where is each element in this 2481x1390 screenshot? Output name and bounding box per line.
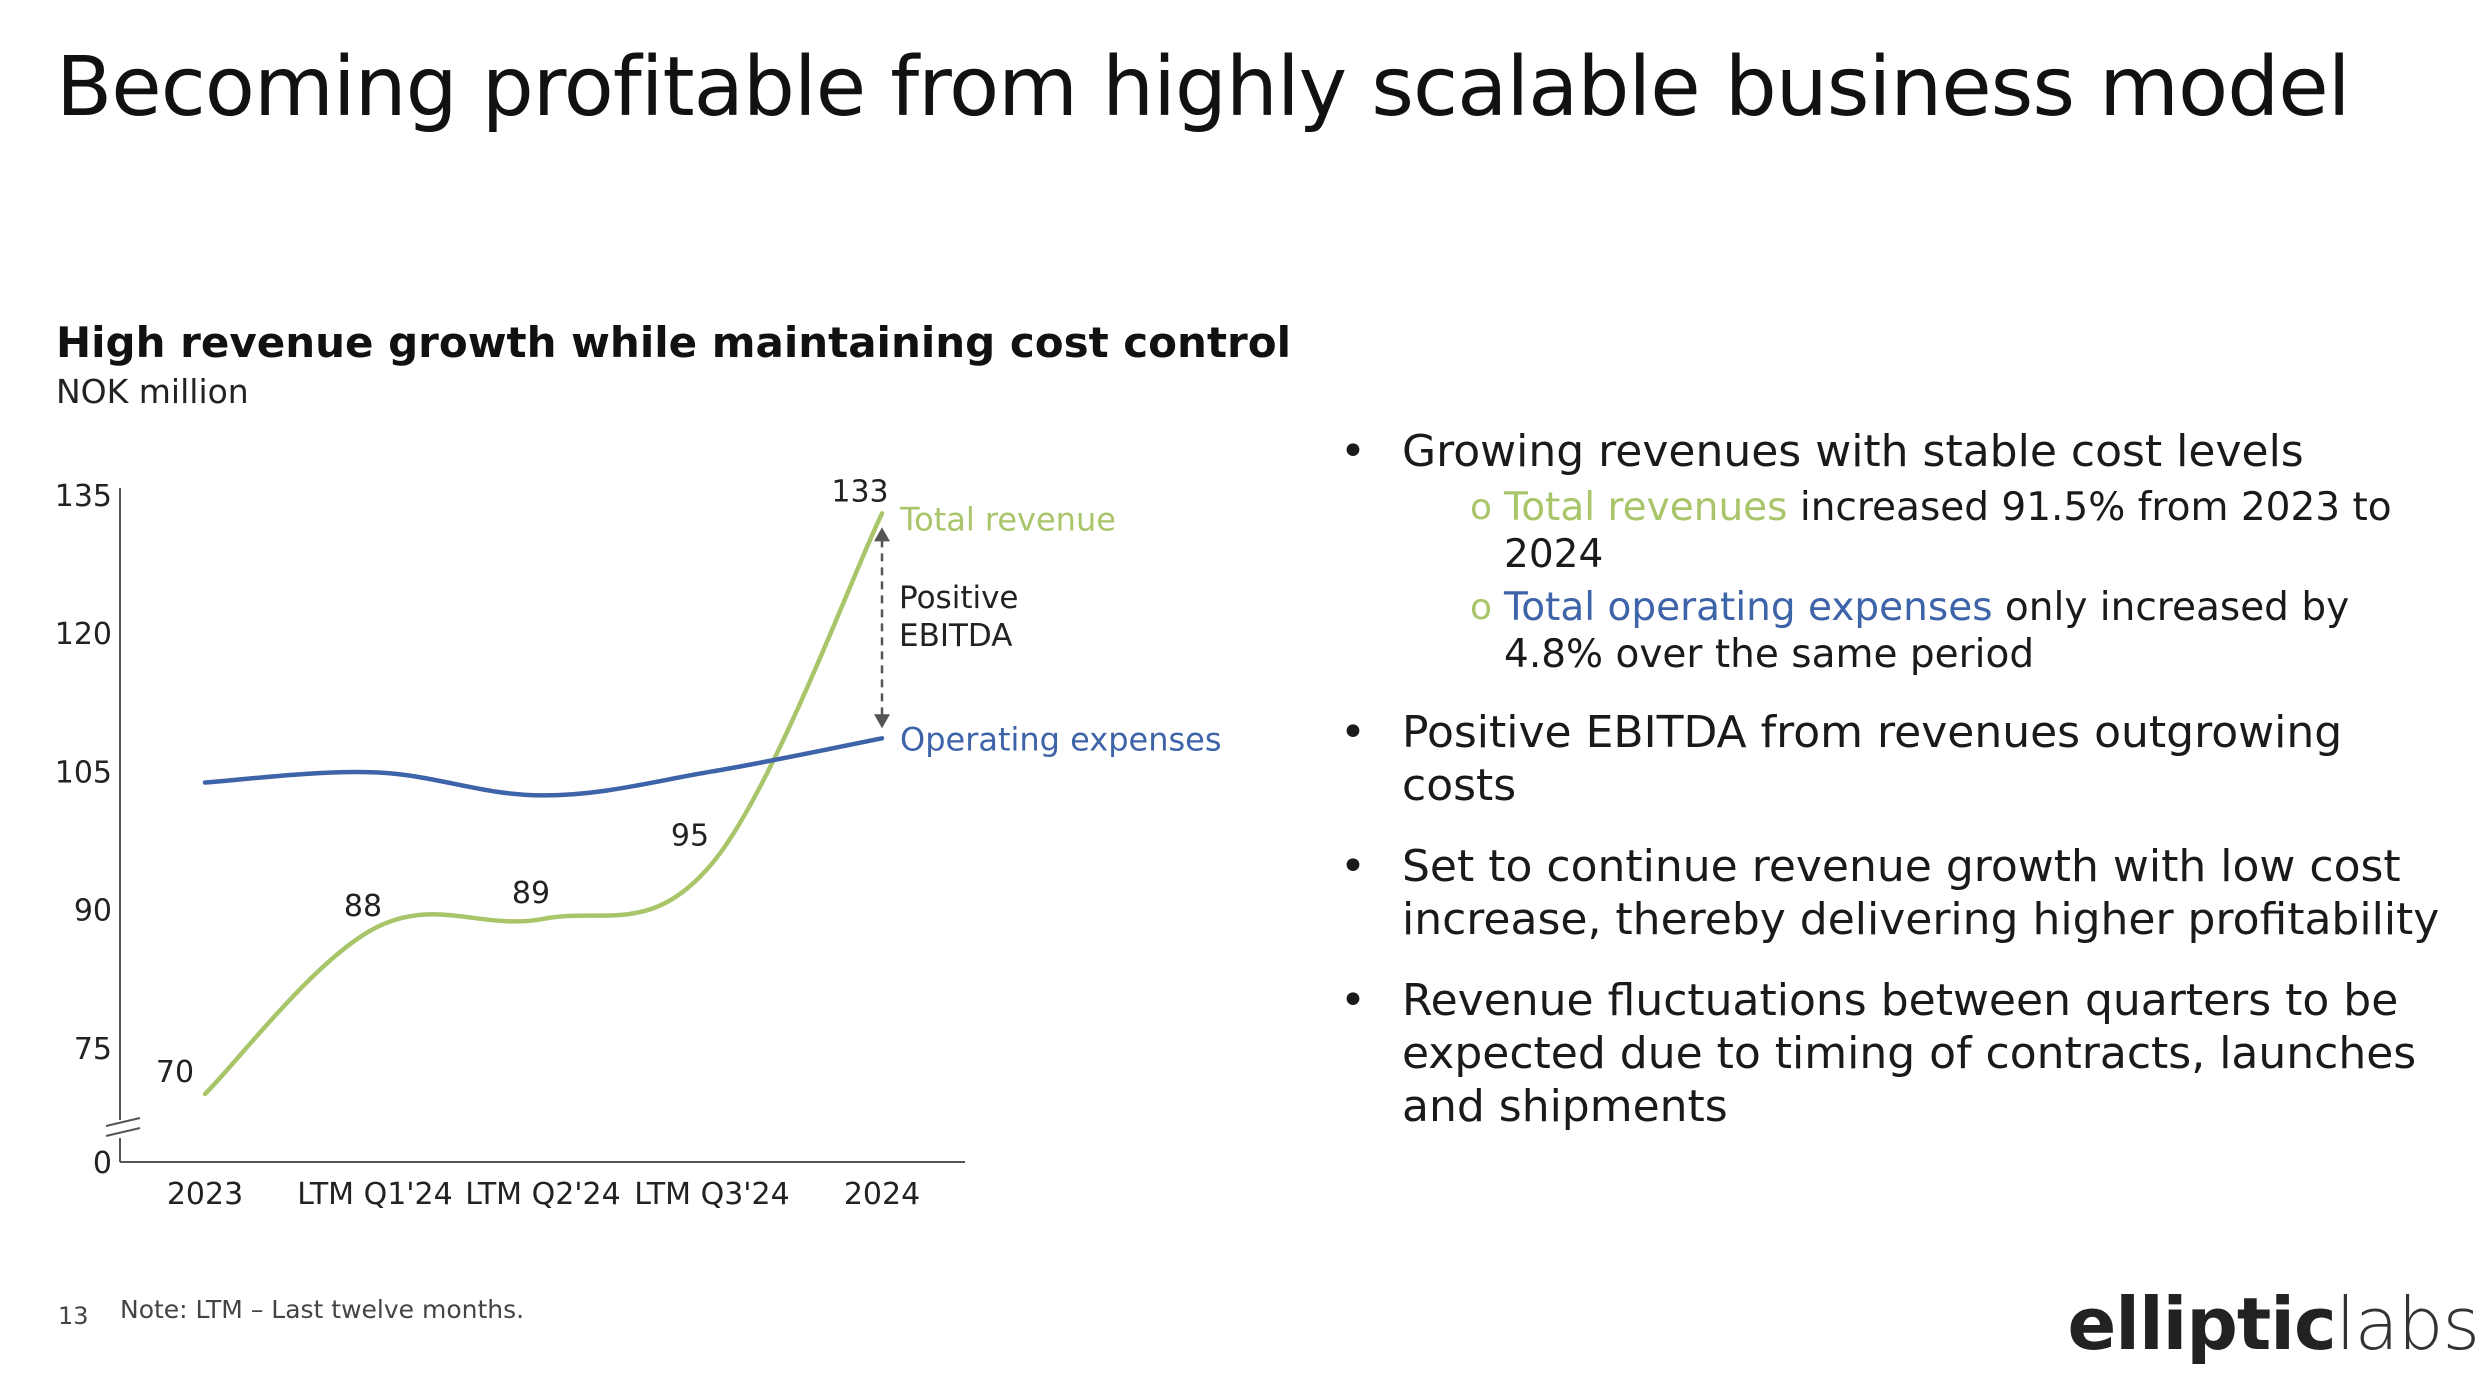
revenue-data-label: 70 bbox=[156, 1055, 194, 1090]
sub-bullet-highlight: Total revenues bbox=[1504, 485, 1788, 530]
bullet-dot-icon: • bbox=[1340, 707, 1366, 758]
page-number: 13 bbox=[58, 1302, 89, 1330]
x-tick-label: 2023 bbox=[167, 1177, 243, 1212]
arrow-up-icon bbox=[874, 527, 890, 542]
total-revenue-line bbox=[202, 511, 885, 1097]
bullet-item: • Positive EBITDA from revenues outgrowin… bbox=[1340, 706, 2460, 812]
sub-bullet-text: only increased by 4.8% over the same per… bbox=[1504, 585, 2350, 677]
sub-bullet-ring-icon: o bbox=[1470, 487, 1493, 528]
sub-bullet-ring-icon: o bbox=[1470, 587, 1493, 628]
axis-break-mark bbox=[105, 1117, 141, 1127]
bullet-text: Growing revenues with stable cost levels bbox=[1402, 426, 2304, 477]
footnote: Note: LTM – Last twelve months. bbox=[120, 1295, 525, 1324]
y-tick-label: 75 bbox=[74, 1032, 112, 1067]
chart-unit-label: NOK million bbox=[56, 372, 249, 411]
revenue-data-label: 133 bbox=[831, 474, 888, 509]
sub-bullet-text: increased 91.5% from 2023 to 2024 bbox=[1504, 485, 2392, 577]
x-tick-label: LTM Q2'24 bbox=[465, 1177, 620, 1212]
ebitda-annotation-line2: EBITDA bbox=[899, 618, 1012, 654]
arrow-down-icon bbox=[874, 714, 890, 729]
y-tick-label: 120 bbox=[55, 617, 112, 652]
bullet-item: • Set to continue revenue growth with low… bbox=[1340, 840, 2460, 946]
revenue-data-label: 95 bbox=[671, 819, 709, 854]
bullet-dot-icon: • bbox=[1340, 426, 1366, 477]
sub-bullet-item: o Total operating expenses only increased… bbox=[1402, 584, 2460, 678]
bullet-dot-icon: • bbox=[1340, 975, 1366, 1026]
y-tick-label: 135 bbox=[55, 479, 112, 514]
x-tick-label: 2024 bbox=[844, 1177, 920, 1212]
revenue-data-label: 89 bbox=[512, 876, 550, 911]
revenue-data-label: 88 bbox=[344, 889, 382, 924]
sub-bullet-item: o Total revenues increased 91.5% from 202… bbox=[1402, 484, 2460, 578]
revenue-opex-line-chart: 0 75 90 105 120 135 2023 LTM Q1'24 LTM Q2'24 LTM … bbox=[55, 474, 1222, 1212]
sub-bullet-highlight: Total operating expenses bbox=[1504, 585, 1993, 630]
bullet-item: • Growing revenues with stable cost level… bbox=[1340, 425, 2460, 678]
axis-break-mark bbox=[105, 1127, 141, 1137]
bullet-item: • Revenue fluctuations between quarters t… bbox=[1340, 974, 2460, 1133]
bullet-text: Set to continue revenue growth with low … bbox=[1402, 841, 2440, 945]
bullet-text: Revenue fluctuations between quarters to… bbox=[1402, 975, 2417, 1132]
x-tick-label: LTM Q3'24 bbox=[634, 1177, 789, 1212]
bullet-text: Positive EBITDA from revenues outgrowing… bbox=[1402, 707, 2343, 811]
key-points-list: • Growing revenues with stable cost level… bbox=[1340, 425, 2460, 1161]
x-tick-label: LTM Q1'24 bbox=[297, 1177, 452, 1212]
ellipticlabs-logo: ellipticlabs bbox=[2067, 1282, 2480, 1366]
chart-title: High revenue growth while maintaining co… bbox=[56, 318, 1291, 367]
y-tick-label: 105 bbox=[55, 755, 112, 790]
total-revenue-series-label: Total revenue bbox=[899, 500, 1116, 538]
page-title: Becoming profitable from highly scalable… bbox=[56, 40, 2350, 135]
ebitda-annotation-line1: Positive bbox=[899, 580, 1019, 616]
bullet-dot-icon: • bbox=[1340, 841, 1366, 892]
operating-expenses-series-label: Operating expenses bbox=[900, 720, 1222, 758]
y-tick-label: 0 bbox=[93, 1146, 112, 1181]
y-tick-label: 90 bbox=[74, 894, 112, 929]
